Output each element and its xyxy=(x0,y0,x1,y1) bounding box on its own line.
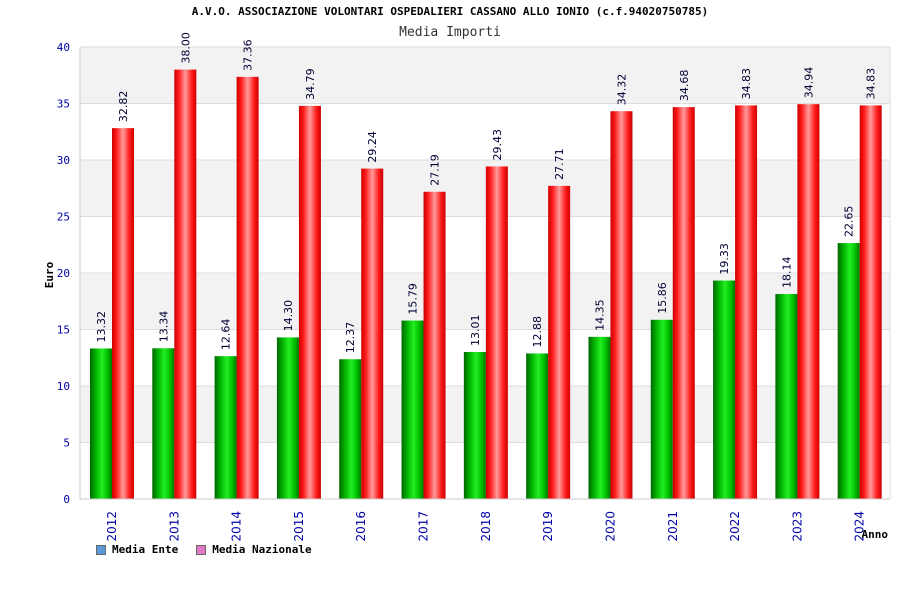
bar-media-nazionale-2022 xyxy=(735,105,758,500)
data-label: 34.94 xyxy=(802,67,815,99)
data-label: 14.35 xyxy=(593,299,606,331)
bar-media-ente-2020 xyxy=(588,336,611,499)
y-tick-label: 0 xyxy=(63,493,70,506)
chart-title: A.V.O. ASSOCIAZIONE VOLONTARI OSPEDALIER… xyxy=(191,5,709,18)
data-label: 34.79 xyxy=(304,68,317,100)
legend-item-media-nazionale: Media Nazionale xyxy=(196,543,312,556)
data-label: 32.82 xyxy=(117,91,130,123)
x-tick-label: 2019 xyxy=(541,511,555,542)
data-label: 15.79 xyxy=(407,283,420,315)
bar-media-ente-2017 xyxy=(401,320,424,499)
data-label: 19.33 xyxy=(718,243,731,275)
grid-band xyxy=(80,273,890,330)
bar-media-nazionale-2020 xyxy=(610,111,633,500)
x-tick-label: 2015 xyxy=(292,511,306,542)
grid-band xyxy=(80,160,890,217)
data-label: 12.64 xyxy=(220,319,233,351)
x-tick-label: 2018 xyxy=(479,511,493,542)
data-label: 37.36 xyxy=(242,39,255,71)
data-label: 18.14 xyxy=(780,257,793,289)
bar-media-ente-2022 xyxy=(713,280,736,499)
bar-media-nazionale-2023 xyxy=(797,104,820,499)
bar-media-nazionale-2018 xyxy=(485,166,508,500)
legend-label-media-ente: Media Ente xyxy=(112,543,179,556)
bar-media-ente-2023 xyxy=(775,294,798,499)
data-label: 13.34 xyxy=(157,311,170,343)
y-tick-label: 15 xyxy=(57,324,70,337)
x-tick-label: 2017 xyxy=(417,511,431,542)
data-label: 12.37 xyxy=(344,322,357,354)
legend: Media Ente Media Nazionale xyxy=(96,543,312,556)
data-label: 34.83 xyxy=(740,68,753,100)
y-tick-label: 5 xyxy=(63,437,70,450)
data-label: 13.01 xyxy=(469,314,482,346)
data-label: 27.19 xyxy=(429,154,442,186)
bar-media-ente-2018 xyxy=(463,351,486,499)
x-axis-title: Anno xyxy=(862,528,889,541)
bar-media-nazionale-2024 xyxy=(859,105,882,500)
bar-media-nazionale-2016 xyxy=(361,168,384,499)
bar-media-ente-2013 xyxy=(152,348,175,499)
grid-band xyxy=(80,47,890,104)
bar-media-nazionale-2019 xyxy=(548,185,571,499)
legend-swatch-media-nazionale xyxy=(196,544,207,555)
bar-media-nazionale-2013 xyxy=(174,69,197,499)
x-tick-label: 2024 xyxy=(853,511,867,542)
x-tick-label: 2016 xyxy=(354,511,368,542)
data-label: 34.83 xyxy=(865,68,878,100)
data-label: 29.43 xyxy=(491,129,504,161)
data-label: 22.65 xyxy=(843,206,856,238)
data-label: 34.68 xyxy=(678,70,691,102)
bar-media-ente-2016 xyxy=(339,359,362,499)
x-tick-label: 2013 xyxy=(167,511,181,542)
y-tick-label: 10 xyxy=(57,380,70,393)
data-label: 27.71 xyxy=(553,148,566,180)
bar-media-ente-2024 xyxy=(837,243,860,499)
x-tick-label: 2021 xyxy=(666,511,680,542)
bar-media-ente-2015 xyxy=(276,337,299,499)
bar-media-nazionale-2021 xyxy=(672,107,695,499)
y-axis-title: Euro xyxy=(43,261,56,288)
axes: 0 5 10 15 20 25 30 35 40 2012 2013 2014 2015 2016 2017… xyxy=(57,41,891,542)
x-tick-label: 2023 xyxy=(790,511,804,542)
y-tick-label: 20 xyxy=(57,267,70,280)
data-label: 12.88 xyxy=(531,316,544,348)
data-label: 13.32 xyxy=(95,311,108,343)
bars xyxy=(90,69,882,500)
bar-media-ente-2019 xyxy=(526,353,549,499)
data-labels: 13.32 32.82 13.34 38.00 12.64 37.36 14.30 34.79… xyxy=(95,32,878,353)
data-label: 29.24 xyxy=(366,131,379,163)
chart-subtitle: Media Importi xyxy=(399,25,501,40)
bar-media-nazionale-2017 xyxy=(423,191,446,500)
legend-item-media-ente: Media Ente xyxy=(96,543,178,556)
y-tick-label: 35 xyxy=(57,98,70,111)
bar-media-nazionale-2012 xyxy=(112,128,134,499)
bar-media-ente-2021 xyxy=(650,319,673,499)
x-tick-label: 2012 xyxy=(105,511,119,542)
y-tick-label: 25 xyxy=(57,211,70,224)
bar-media-nazionale-2015 xyxy=(298,105,321,500)
legend-label-media-nazionale: Media Nazionale xyxy=(212,543,312,556)
y-tick-label: 30 xyxy=(57,154,70,167)
bar-media-nazionale-2014 xyxy=(236,76,259,499)
data-label: 14.30 xyxy=(282,300,295,332)
bar-media-ente-2014 xyxy=(214,356,237,499)
y-tick-label: 40 xyxy=(57,41,70,54)
legend-swatch-media-ente xyxy=(96,544,106,555)
bar-media-ente-2012 xyxy=(90,348,112,499)
data-label: 34.32 xyxy=(615,74,628,106)
x-tick-label: 2020 xyxy=(603,511,617,542)
data-label: 38.00 xyxy=(179,32,192,64)
x-tick-label: 2014 xyxy=(230,511,244,542)
x-tick-label: 2022 xyxy=(728,511,742,542)
data-label: 15.86 xyxy=(656,282,669,314)
